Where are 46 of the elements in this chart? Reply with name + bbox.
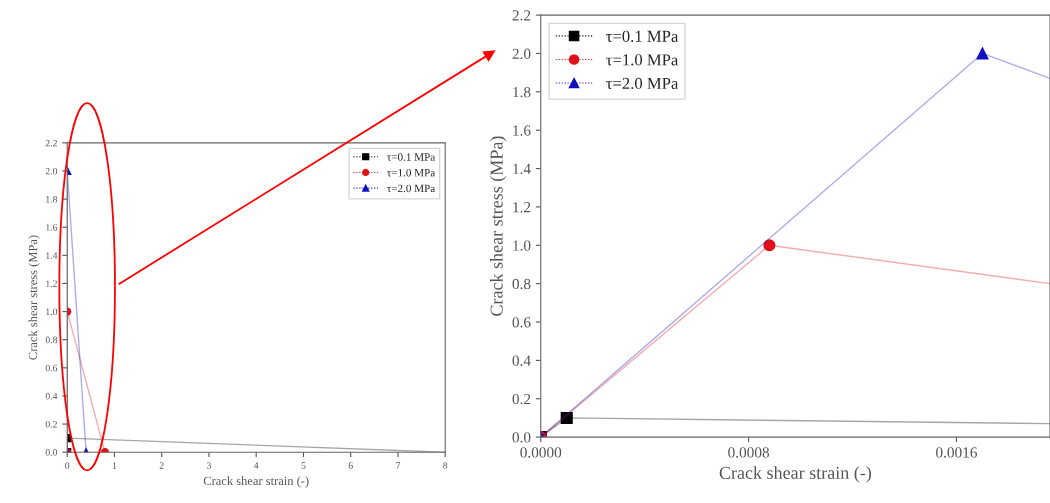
y-axis-title: Crack shear stress (MPa) xyxy=(28,235,40,360)
y-tick-label: 0.2 xyxy=(512,393,531,405)
x-tick-label: 0 xyxy=(65,462,70,469)
y-tick-label: 2.2 xyxy=(512,10,531,21)
y-tick-label: 1.4 xyxy=(513,163,531,175)
y-tick-label: 0.6 xyxy=(45,364,58,372)
y-tick-label: 1.8 xyxy=(46,196,58,203)
legend-label: τ=2.0 MPa xyxy=(387,184,436,193)
x-tick-label: 0.0000 xyxy=(520,447,562,458)
x-axis-title: Crack shear strain (-) xyxy=(719,466,872,483)
x-tick-label: 7 xyxy=(396,462,401,469)
y-tick-label: 1.6 xyxy=(513,125,531,136)
x-tick-label: 5 xyxy=(301,462,306,469)
x-tick-label: 0.0016 xyxy=(936,447,978,458)
x-tick-label: 1 xyxy=(112,462,117,469)
x-tick-label: 6 xyxy=(348,462,353,469)
x-tick-label: 0.0008 xyxy=(728,447,770,458)
y-tick-label: 2.2 xyxy=(45,139,57,147)
y-tick-label: 1.2 xyxy=(513,202,531,213)
legend-label: τ=1.0 MPa xyxy=(387,168,436,177)
x-tick-label: 3 xyxy=(206,462,211,469)
y-tick-label: 0.0 xyxy=(512,432,531,443)
x-tick-label: 2 xyxy=(159,462,164,469)
legend-label: τ=1.0 MPa xyxy=(606,54,679,66)
x-tick-label: 8 xyxy=(443,462,448,469)
y-tick-label: 0.8 xyxy=(512,278,531,290)
y-tick-label: 0.8 xyxy=(45,336,58,344)
y-tick-label: 0.4 xyxy=(45,392,58,400)
y-axis-title: Crack shear stress (MPa) xyxy=(490,136,507,316)
y-tick-label: 1.2 xyxy=(46,280,57,287)
y-tick-label: 0.0 xyxy=(45,449,58,456)
x-axis-title: Crack shear strain (-) xyxy=(203,476,309,488)
legend-label: τ=2.0 MPa xyxy=(606,77,679,90)
y-tick-label: 1.8 xyxy=(513,86,531,98)
y-tick-label: 1.6 xyxy=(46,224,58,231)
y-tick-label: 1.0 xyxy=(46,308,58,316)
y-tick-label: 2.0 xyxy=(512,48,531,59)
legend-label: τ=0.1 MPa xyxy=(606,30,679,42)
y-tick-label: 0.2 xyxy=(45,420,57,428)
y-tick-label: 0.6 xyxy=(512,317,531,328)
y-tick-label: 1.0 xyxy=(513,240,531,251)
y-tick-label: 2.0 xyxy=(45,167,58,175)
y-tick-label: 0.4 xyxy=(512,355,531,366)
legend-label: τ=0.1 MPa xyxy=(387,153,436,161)
y-tick-label: 1.4 xyxy=(46,252,58,259)
x-tick-label: 4 xyxy=(253,462,259,469)
